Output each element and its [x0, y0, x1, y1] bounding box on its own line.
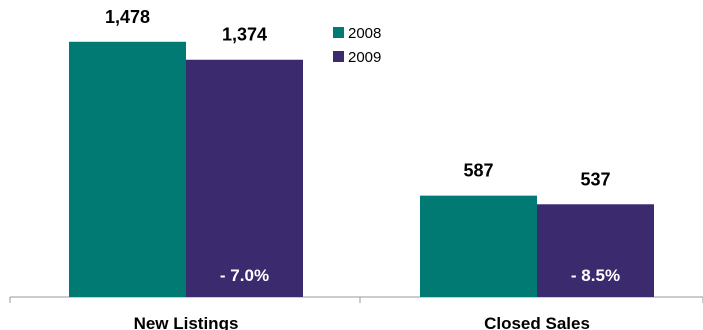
bar-new-listings-2009 — [186, 59, 303, 298]
legend-swatch-2009 — [333, 51, 344, 62]
bar-closed-sales-2008 — [420, 195, 537, 297]
value-label: 1,478 — [105, 7, 150, 27]
change-label: - 8.5% — [571, 266, 620, 285]
legend: 2008 2009 — [333, 25, 381, 66]
bar-new-listings-2008 — [69, 41, 186, 298]
value-label: 1,374 — [222, 25, 267, 45]
legend-label: 2008 — [348, 25, 381, 42]
legend-label: 2009 — [348, 49, 381, 66]
legend-swatch-2008 — [333, 27, 344, 38]
value-label: 587 — [463, 161, 493, 181]
labels-group: 1,478 1,374 - 7.0% New Listings 587 537 - 8.5%… — [105, 7, 620, 330]
value-label: 537 — [580, 169, 610, 189]
x-tick-label: Closed Sales — [484, 314, 590, 330]
change-label: - 7.0% — [220, 266, 269, 285]
bar-closed-sales-2009 — [537, 204, 654, 297]
bars-group — [69, 41, 654, 298]
x-tick-label: New Listings — [134, 314, 239, 330]
